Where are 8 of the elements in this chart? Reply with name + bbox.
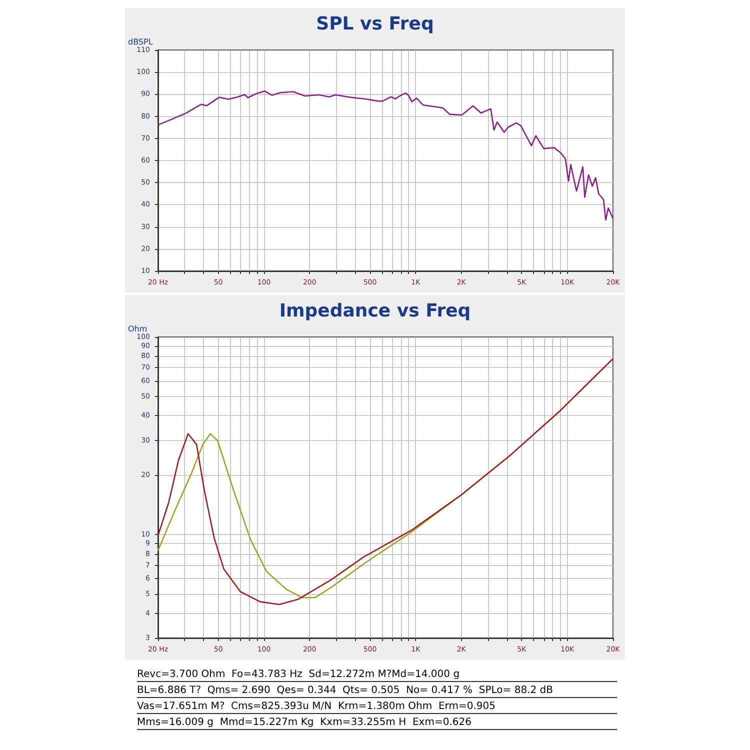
text: BL=6.886 T? Qms= 2.690 Qes= 0.344 Qts= 0.505 No= 0.417 % SPLo= 88.2 dB <box>137 682 617 698</box>
y-axis-title: Ohm <box>128 324 148 334</box>
text: Mms=16.009 g Mmd=15.227m Kg Kxm=33.255m H Exm=0.626 <box>137 714 617 730</box>
chart-title: Impedance vs Freq <box>279 300 471 322</box>
text: Revc=3.700 Ohm Fo=43.783 Hz Sd=12.272m M?Md=14.000 g <box>137 666 617 682</box>
y-axis-title: dBSPL <box>128 38 154 46</box>
text: Vas=17.651m M? Cms=825.393u M/N Krm=1.380m Ohm Erm=0.905 <box>137 698 617 714</box>
chart-title: SPL vs Freq <box>316 14 434 34</box>
